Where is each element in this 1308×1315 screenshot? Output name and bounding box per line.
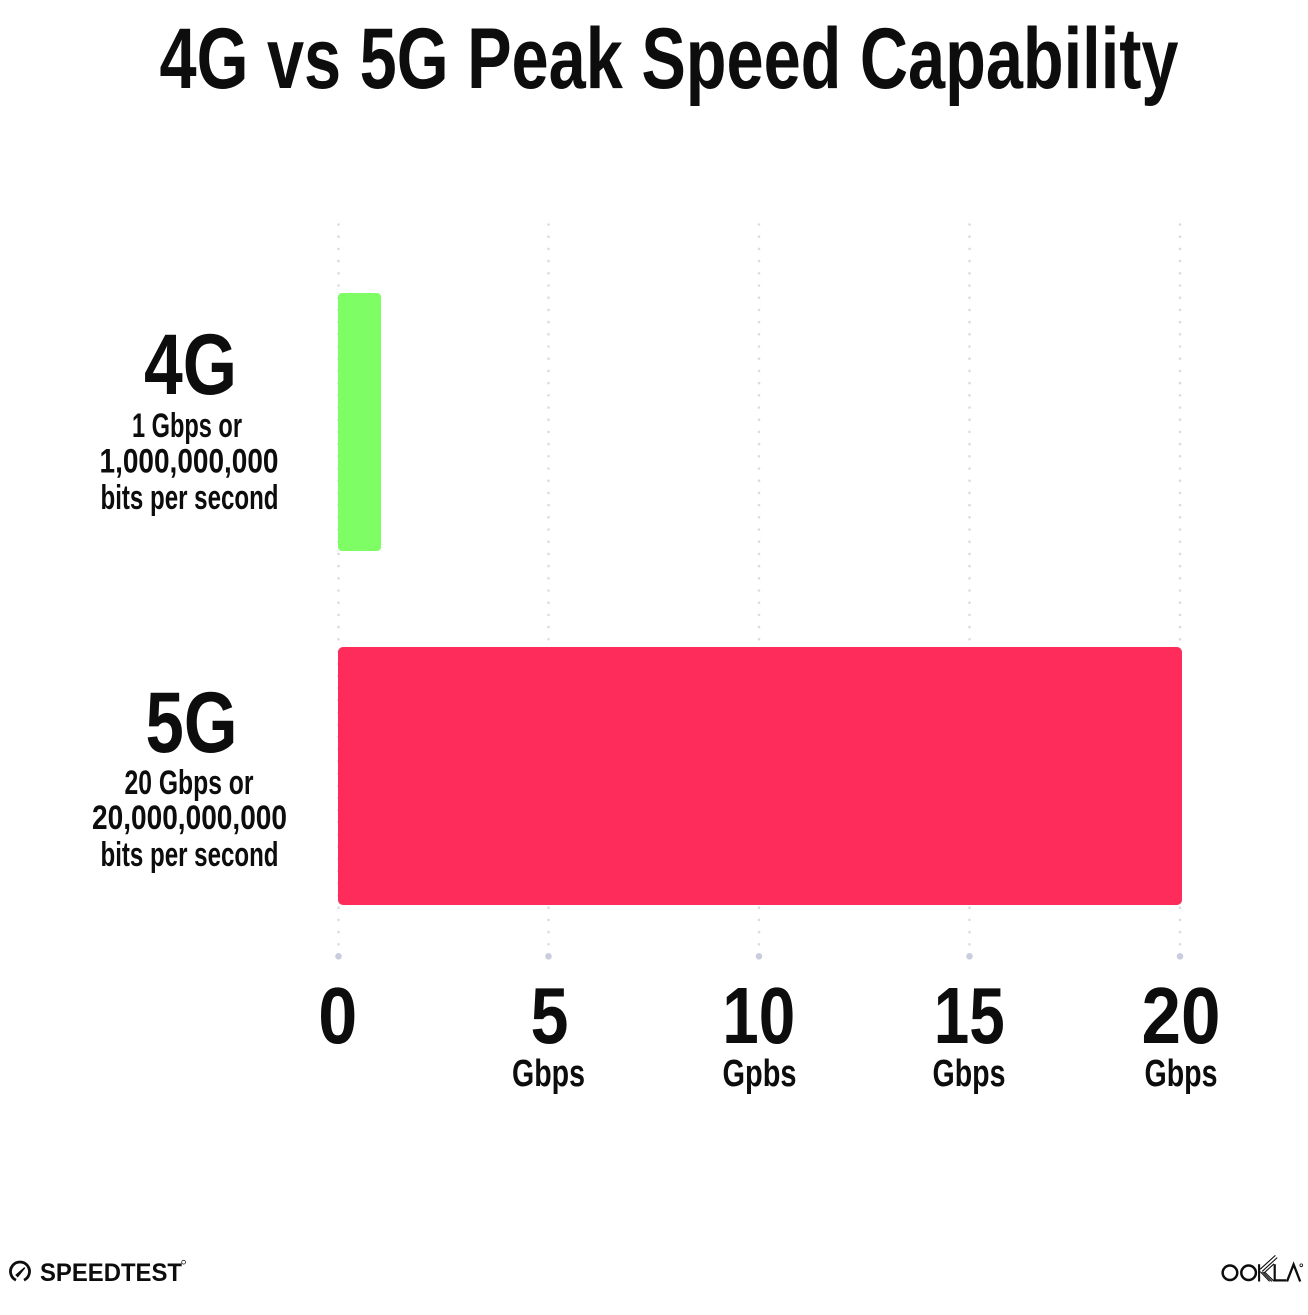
svg-text:Gpbs: Gpbs [723,1053,797,1095]
svg-text:20 Gbps or: 20 Gbps or [125,764,254,802]
svg-text:4G vs 5G Peak Speed Capability: 4G vs 5G Peak Speed Capability [160,11,1179,107]
svg-text:10: 10 [722,971,795,1060]
svg-text:bits per second: bits per second [101,479,279,517]
svg-text:Gbps: Gbps [933,1053,1006,1095]
svg-text:SPEEDTEST: SPEEDTEST [40,1259,182,1287]
svg-text:20,000,000,000: 20,000,000,000 [92,799,287,837]
svg-text:5G: 5G [146,675,238,771]
svg-text:5: 5 [531,971,569,1060]
svg-text:0: 0 [318,971,357,1060]
svg-text:Gbps: Gbps [512,1053,585,1095]
svg-text:20: 20 [1142,971,1221,1060]
svg-text:4G: 4G [144,317,237,413]
svg-text:1 Gbps or: 1 Gbps or [132,407,242,445]
svg-text:bits per second: bits per second [101,836,279,874]
svg-text:1,000,000,000: 1,000,000,000 [100,443,279,481]
svg-text:15: 15 [934,971,1005,1060]
svg-text:Gbps: Gbps [1145,1053,1218,1095]
